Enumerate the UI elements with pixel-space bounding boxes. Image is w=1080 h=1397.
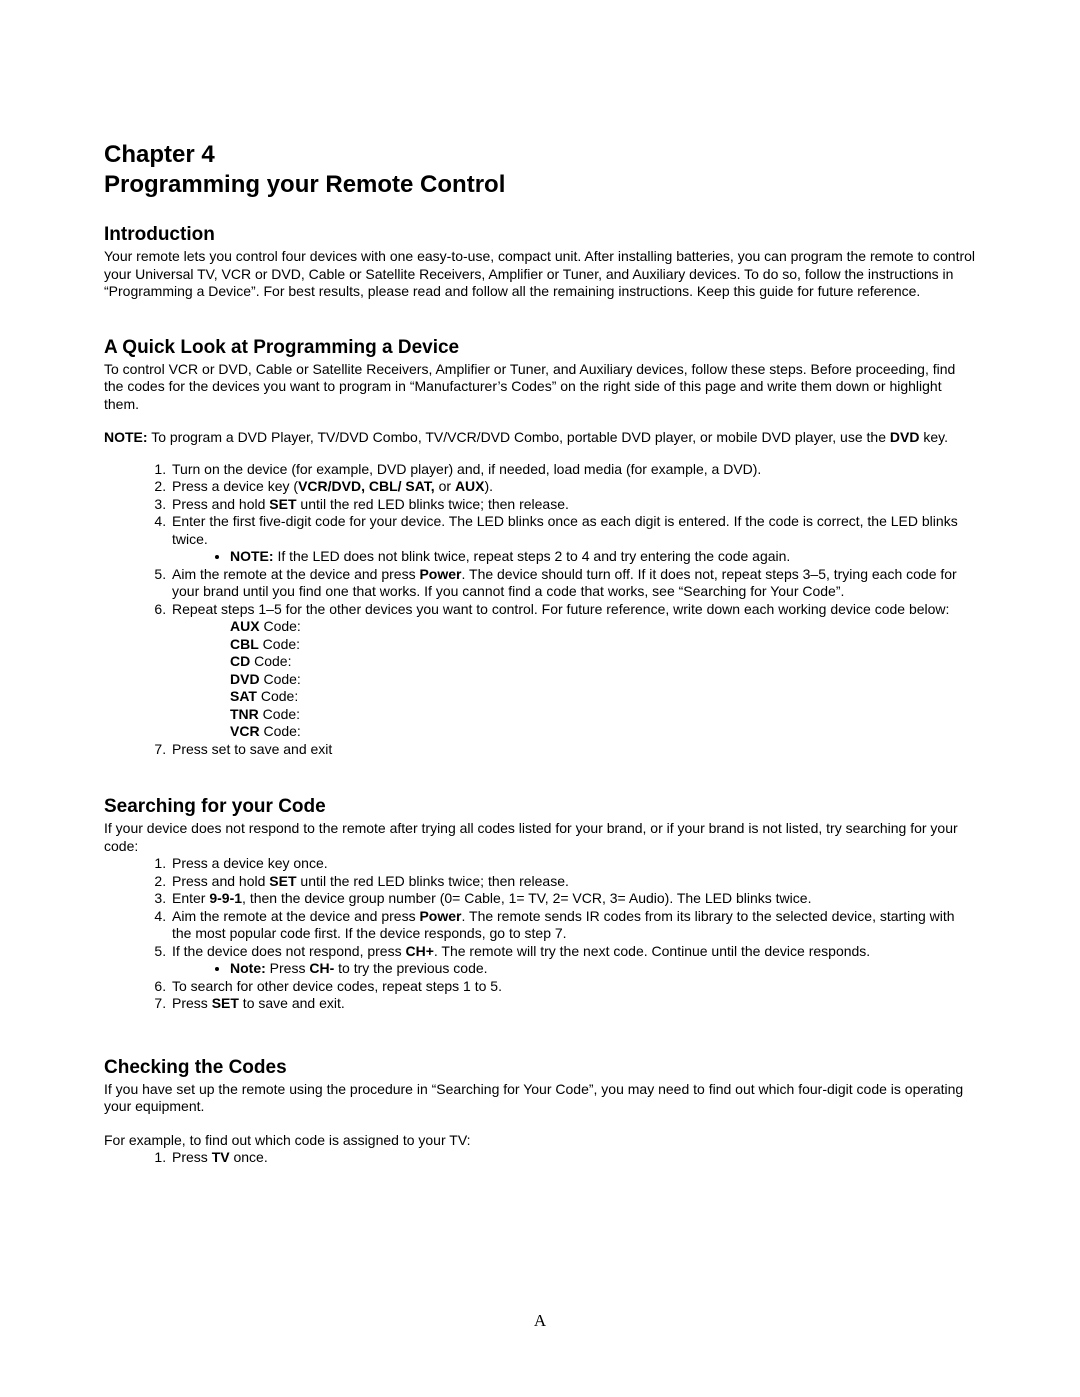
code-cbl: CBL Code: xyxy=(230,636,976,654)
search-step-5: If the device does not respond, press CH… xyxy=(170,943,976,978)
c-s1-c: once. xyxy=(230,1149,268,1165)
ql-s6-text: Repeat steps 1–5 for the other devices y… xyxy=(172,601,949,617)
search-step-5-note: Note: Press CH- to try the previous code… xyxy=(230,960,976,978)
document-page: Chapter 4 Programming your Remote Contro… xyxy=(0,0,1080,1397)
s-s5-a: If the device does not respond, press xyxy=(172,943,405,959)
quicklook-note: NOTE: To program a DVD Player, TV/DVD Co… xyxy=(104,429,976,447)
intro-body: Your remote lets you control four device… xyxy=(104,248,976,301)
code-cd: CD Code: xyxy=(230,653,976,671)
heading-quicklook: A Quick Look at Programming a Device xyxy=(104,337,976,359)
searching-steps: Press a device key once. Press and hold … xyxy=(104,855,976,1013)
note-bold-dvd: DVD xyxy=(890,429,920,445)
s-s5-note-c: to try the previous code. xyxy=(334,960,487,976)
s-s3-c: , then the device group number (0= Cable… xyxy=(242,890,811,906)
chapter-title: Chapter 4 Programming your Remote Contro… xyxy=(104,140,976,200)
ql-step-6: Repeat steps 1–5 for the other devices y… xyxy=(170,601,976,741)
c-s1-b: TV xyxy=(212,1149,230,1165)
code-tnr-b: TNR xyxy=(230,706,259,722)
ql-s4-note-prefix: NOTE: xyxy=(230,548,274,564)
s-s4-a: Aim the remote at the device and press xyxy=(172,908,419,924)
code-vcr: VCR Code: xyxy=(230,723,976,741)
search-step-4: Aim the remote at the device and press P… xyxy=(170,908,976,943)
ql-s3-a: Press and hold xyxy=(172,496,269,512)
code-vcr-b: VCR xyxy=(230,723,260,739)
searching-body: If your device does not respond to the r… xyxy=(104,820,976,855)
ql-step-4: Enter the first five-digit code for your… xyxy=(170,513,976,566)
ql-s3-b: SET xyxy=(269,496,296,512)
check-step-1: Press TV once. xyxy=(170,1149,976,1167)
ql-s2-e: ). xyxy=(485,478,494,494)
s-s2-b: SET xyxy=(269,873,296,889)
code-tnr-t: Code: xyxy=(259,706,300,722)
code-cd-t: Code: xyxy=(250,653,291,669)
s-s5-note-a: Press xyxy=(266,960,310,976)
code-aux-b: AUX xyxy=(230,618,260,634)
ql-step-4-note: NOTE: If the LED does not blink twice, r… xyxy=(230,548,976,566)
s-s5-note-prefix: Note: xyxy=(230,960,266,976)
s-s5-note-b: CH- xyxy=(309,960,334,976)
s-s4-b: Power xyxy=(419,908,461,924)
note-prefix: NOTE: xyxy=(104,429,148,445)
code-sat-t: Code: xyxy=(257,688,298,704)
quicklook-steps: Turn on the device (for example, DVD pla… xyxy=(104,461,976,759)
heading-introduction: Introduction xyxy=(104,224,976,246)
chapter-number: Chapter 4 xyxy=(104,141,215,168)
note-text: To program a DVD Player, TV/DVD Combo, T… xyxy=(148,429,890,445)
code-aux-t: Code: xyxy=(260,618,301,634)
note-text-2: key. xyxy=(919,429,948,445)
code-sat: SAT Code: xyxy=(230,688,976,706)
ql-step-7: Press set to save and exit xyxy=(170,741,976,759)
s-s5-b: CH+ xyxy=(405,943,433,959)
s-s5-c: . The remote will try the next code. Con… xyxy=(434,943,870,959)
ql-step-5: Aim the remote at the device and press P… xyxy=(170,566,976,601)
search-step-7: Press SET to save and exit. xyxy=(170,995,976,1013)
search-step-3: Enter 9-9-1, then the device group numbe… xyxy=(170,890,976,908)
checking-body-1: If you have set up the remote using the … xyxy=(104,1081,976,1116)
ql-step-2: Press a device key (VCR/DVD, CBL/ SAT, o… xyxy=(170,478,976,496)
s-s7-b: SET xyxy=(212,995,239,1011)
code-cbl-t: Code: xyxy=(259,636,300,652)
ql-s2-a: Press a device key ( xyxy=(172,478,298,494)
s-s3-b: 9-9-1 xyxy=(209,890,242,906)
ql-s3-c: until the red LED blinks twice; then rel… xyxy=(297,496,569,512)
code-cd-b: CD xyxy=(230,653,250,669)
s-s7-a: Press xyxy=(172,995,212,1011)
code-dvd-b: DVD xyxy=(230,671,260,687)
code-tnr: TNR Code: xyxy=(230,706,976,724)
search-step-5-sub: Note: Press CH- to try the previous code… xyxy=(172,960,976,978)
ql-step-3: Press and hold SET until the red LED bli… xyxy=(170,496,976,514)
code-aux: AUX Code: xyxy=(230,618,976,636)
ql-s5-b: Power xyxy=(419,566,461,582)
code-vcr-t: Code: xyxy=(260,723,301,739)
ql-s2-b: VCR/DVD, CBL/ SAT, xyxy=(298,478,435,494)
ql-s5-a: Aim the remote at the device and press xyxy=(172,566,419,582)
quicklook-body: To control VCR or DVD, Cable or Satellit… xyxy=(104,361,976,414)
search-step-2: Press and hold SET until the red LED bli… xyxy=(170,873,976,891)
s-s7-c: to save and exit. xyxy=(239,995,345,1011)
checking-steps: Press TV once. xyxy=(104,1149,976,1167)
ql-s2-d: AUX xyxy=(455,478,485,494)
ql-step-1: Turn on the device (for example, DVD pla… xyxy=(170,461,976,479)
code-cbl-b: CBL xyxy=(230,636,259,652)
ql-s2-c: or xyxy=(435,478,455,494)
heading-checking: Checking the Codes xyxy=(104,1057,976,1079)
s-s2-c: until the red LED blinks twice; then rel… xyxy=(297,873,569,889)
codes-block: AUX Code: CBL Code: CD Code: DVD Code: S… xyxy=(230,618,976,741)
c-s1-a: Press xyxy=(172,1149,212,1165)
page-footer: A xyxy=(0,1311,1080,1331)
ql-s4-text: Enter the first five-digit code for your… xyxy=(172,513,958,547)
ql-step-4-sub: NOTE: If the LED does not blink twice, r… xyxy=(172,548,976,566)
code-dvd-t: Code: xyxy=(260,671,301,687)
checking-body-2: For example, to find out which code is a… xyxy=(104,1132,976,1150)
code-sat-b: SAT xyxy=(230,688,257,704)
heading-searching: Searching for your Code xyxy=(104,796,976,818)
ql-s4-note-text: If the LED does not blink twice, repeat … xyxy=(274,548,791,564)
search-step-1: Press a device key once. xyxy=(170,855,976,873)
s-s2-a: Press and hold xyxy=(172,873,269,889)
code-dvd: DVD Code: xyxy=(230,671,976,689)
chapter-name: Programming your Remote Control xyxy=(104,171,505,198)
search-step-6: To search for other device codes, repeat… xyxy=(170,978,976,996)
s-s3-a: Enter xyxy=(172,890,209,906)
